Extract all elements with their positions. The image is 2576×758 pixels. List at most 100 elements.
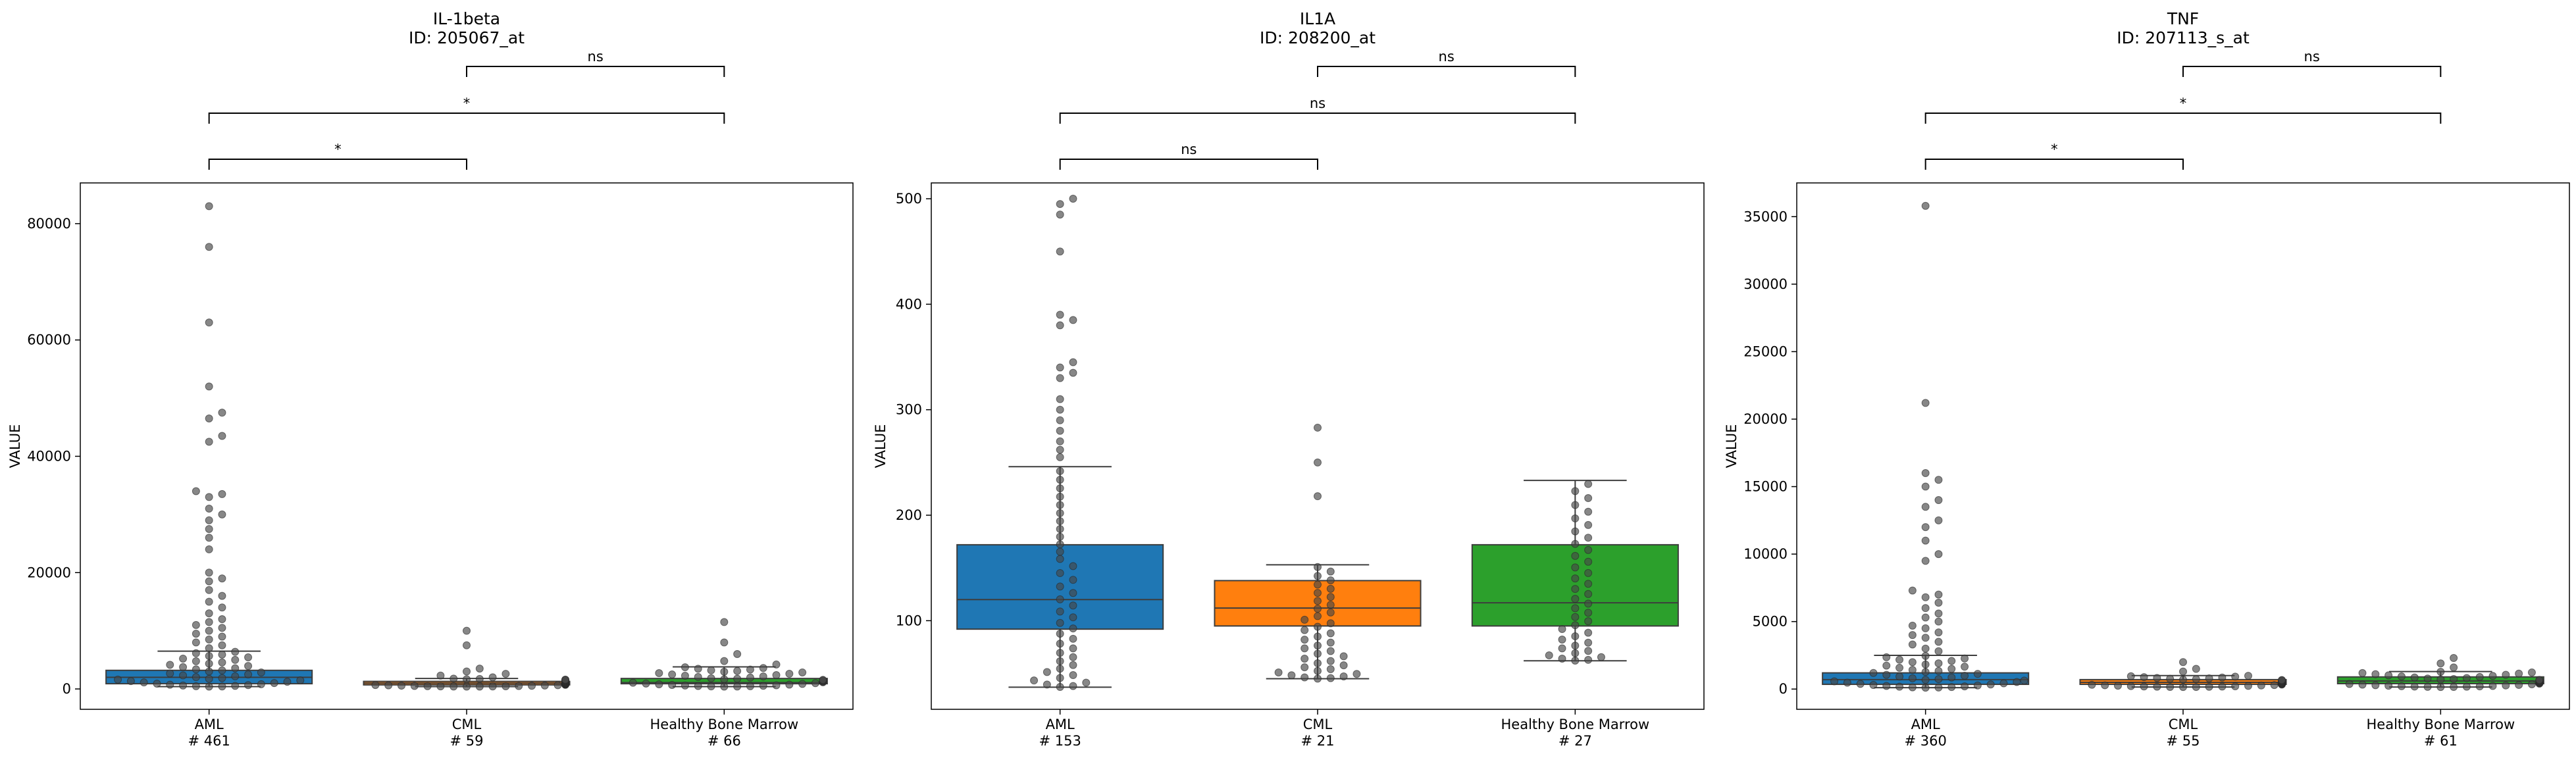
x-category-count: # 61 [2424, 733, 2458, 749]
data-point [205, 568, 213, 577]
data-point [2397, 682, 2406, 690]
data-point [1934, 609, 1943, 618]
data-point [2244, 672, 2252, 680]
data-point [1056, 517, 1064, 526]
data-point [218, 592, 226, 600]
data-point [2140, 673, 2148, 682]
y-tick-label: 500 [896, 191, 922, 207]
data-point [1908, 586, 1917, 595]
data-point [720, 667, 729, 676]
significance-label: ns [1310, 95, 1326, 111]
data-point [1584, 655, 1593, 664]
data-point [488, 682, 497, 691]
data-point [694, 665, 702, 673]
data-point [1301, 615, 1309, 624]
data-point [2345, 680, 2354, 688]
y-tick-label: 60000 [27, 332, 71, 348]
data-point [1921, 469, 1930, 478]
significance-label: * [2180, 95, 2187, 111]
x-category-label: AML [1046, 717, 1075, 732]
data-point [1584, 480, 1593, 488]
data-point [1069, 634, 1077, 643]
data-point [205, 597, 213, 606]
data-point [1961, 682, 1969, 691]
data-point [218, 624, 226, 632]
data-point [1314, 589, 1322, 597]
data-point [1056, 524, 1064, 533]
data-point [746, 682, 754, 690]
data-point [270, 679, 278, 688]
data-point [2450, 683, 2458, 692]
x-category-count: # 21 [1301, 733, 1335, 749]
data-point [244, 653, 253, 661]
data-point [1584, 628, 1593, 637]
x-category-label: CML [452, 717, 482, 732]
data-point [1908, 621, 1917, 630]
data-point [475, 665, 484, 673]
data-point [1908, 640, 1917, 649]
data-point [218, 682, 226, 691]
data-point [1274, 669, 1283, 677]
significance-bracket [2182, 66, 2442, 77]
data-point [1584, 609, 1593, 617]
data-point [450, 674, 458, 683]
data-point [1908, 683, 1917, 692]
data-point [1056, 492, 1064, 501]
data-point [1056, 595, 1064, 603]
data-point [218, 510, 226, 518]
data-point [126, 677, 135, 686]
data-point [2192, 665, 2200, 673]
data-point [1584, 590, 1593, 598]
data-point [1947, 665, 1956, 673]
data-point [205, 438, 213, 446]
data-point [502, 670, 510, 678]
data-point [205, 524, 213, 533]
data-point [2436, 659, 2445, 668]
data-point [1339, 652, 1348, 661]
data-point [1056, 416, 1064, 424]
data-point [463, 641, 471, 649]
data-point [1895, 655, 1904, 664]
data-point [1069, 562, 1077, 570]
data-point [1921, 613, 1930, 622]
y-axis-label: VALUE [873, 424, 889, 468]
data-point [1921, 644, 1930, 653]
data-point [561, 675, 570, 684]
y-tick-label: 10000 [1743, 546, 1788, 562]
x-category-count: # 59 [450, 733, 484, 749]
data-point [1856, 680, 1865, 688]
data-point [694, 682, 702, 690]
data-point [1830, 677, 1839, 686]
data-point [218, 632, 226, 641]
data-point [205, 505, 213, 513]
data-point [1056, 582, 1064, 591]
data-point [1314, 572, 1322, 580]
data-point [1921, 593, 1930, 601]
data-point [1301, 644, 1309, 653]
data-point [668, 670, 677, 679]
data-point [1921, 660, 1930, 669]
y-tick-label: 100 [896, 613, 922, 628]
data-point [1921, 684, 1930, 692]
data-point [1069, 576, 1077, 584]
data-point [1056, 547, 1064, 556]
data-point [1921, 557, 1930, 565]
data-point [1986, 680, 1995, 689]
data-point [205, 415, 213, 423]
data-point [205, 651, 213, 660]
y-tick-label: 5000 [1753, 614, 1788, 630]
data-point [1921, 503, 1930, 511]
data-point [231, 655, 240, 664]
data-point [1056, 445, 1064, 454]
data-point [1934, 476, 1943, 484]
data-point [1056, 657, 1064, 665]
data-point [463, 675, 471, 684]
data-point [192, 487, 200, 495]
data-point [811, 679, 819, 688]
y-tick-label: 400 [896, 296, 922, 312]
significance-bracket [208, 159, 467, 170]
x-category-count: # 153 [1039, 733, 1081, 749]
data-point [2179, 658, 2187, 667]
data-point [772, 671, 781, 680]
